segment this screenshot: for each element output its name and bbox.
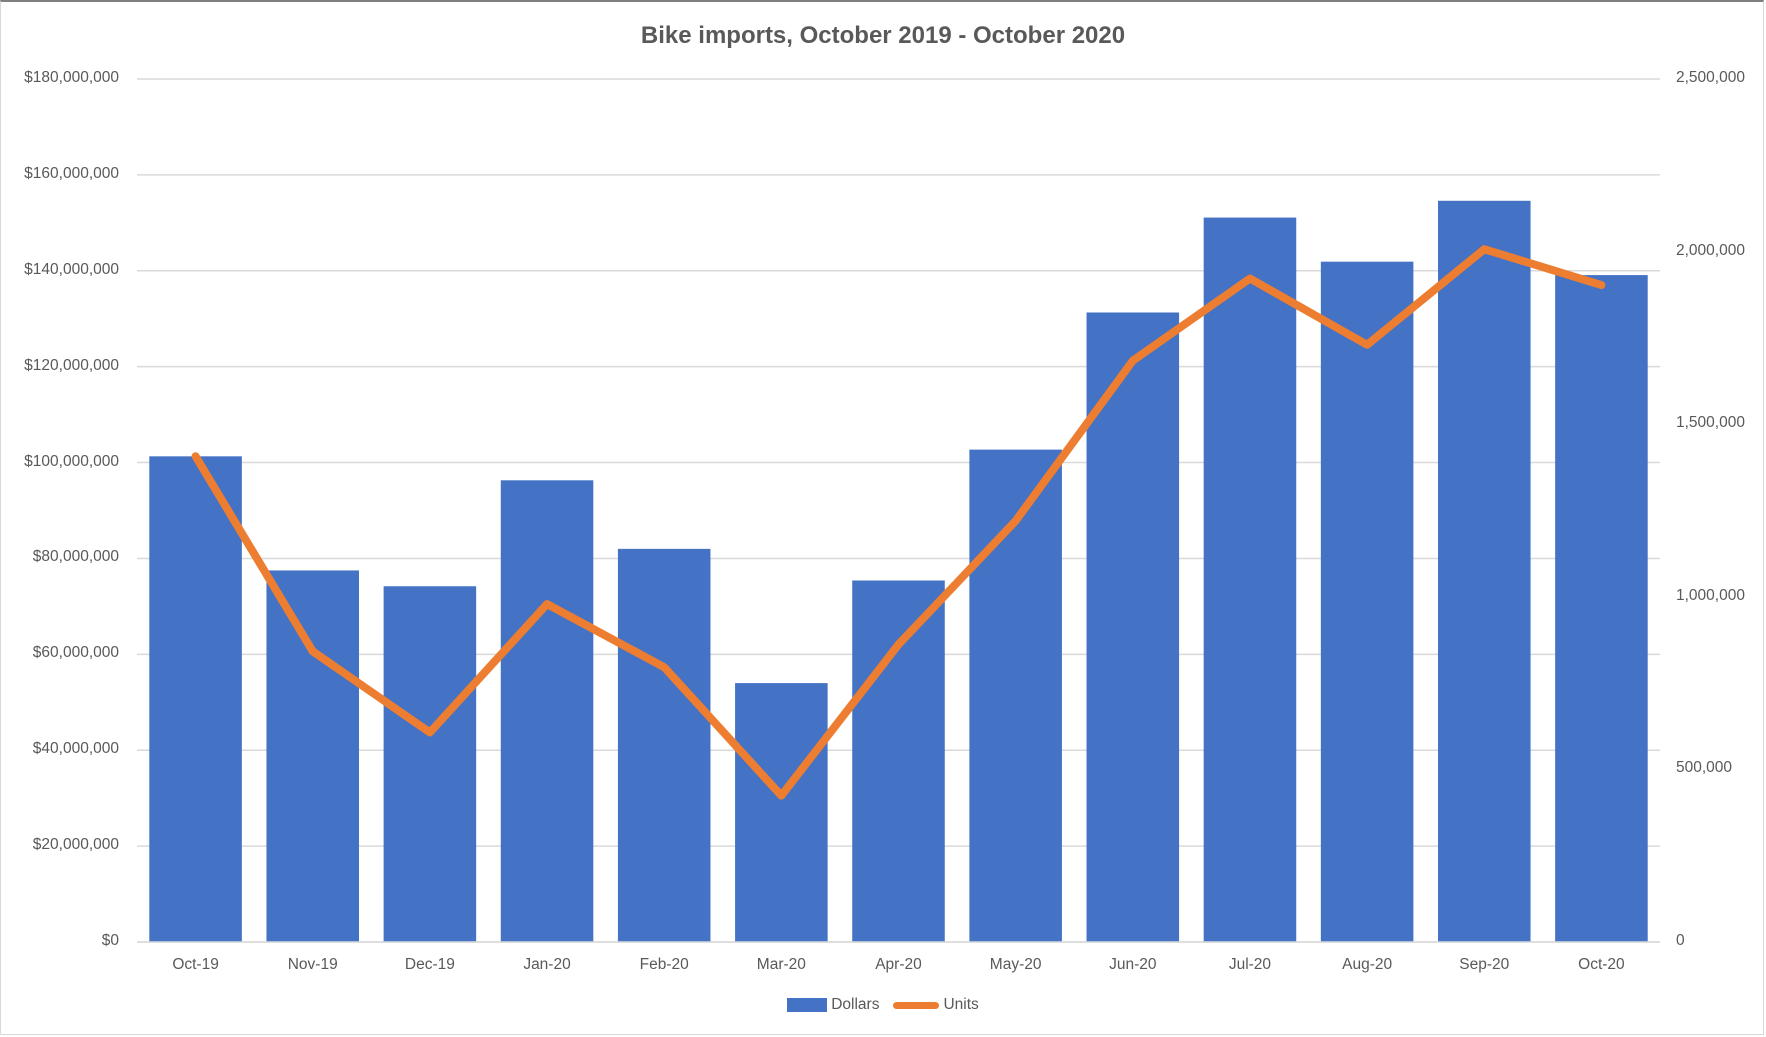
bar-dollars[interactable] (969, 449, 1062, 942)
left-axis-tick-label: $120,000,000 (24, 356, 119, 374)
bar-dollars[interactable] (1086, 312, 1180, 942)
x-axis-tick-label: Aug-20 (1342, 956, 1393, 973)
legend: Dollars Units (0, 996, 1766, 1014)
x-axis-tick-label: Dec-19 (404, 956, 455, 973)
right-axis-tick-label: 2,500,000 (1676, 69, 1745, 86)
left-axis-tick-label: $40,000,000 (32, 740, 119, 758)
units-swatch-icon (893, 1001, 940, 1009)
legend-label-units: Units (943, 996, 979, 1013)
x-axis-tick-label: Nov-19 (287, 956, 338, 973)
bar-dollars[interactable] (1555, 275, 1648, 942)
bar-dollars[interactable] (735, 683, 828, 942)
left-axis-tick-label: $0 (101, 932, 119, 949)
left-axis-tick-label: $140,000,000 (24, 260, 119, 278)
bar-dollars[interactable] (500, 480, 594, 942)
x-axis-tick-label: Jan-20 (523, 956, 571, 973)
bar-dollars[interactable] (1320, 261, 1414, 942)
right-axis-tick-label: 1,000,000 (1676, 586, 1745, 604)
right-axis-tick-label: 1,500,000 (1676, 414, 1745, 432)
bar-dollars[interactable] (266, 570, 360, 942)
left-axis-tick-label: $100,000,000 (24, 452, 119, 470)
bar-dollars[interactable] (1203, 217, 1297, 942)
bar-dollars[interactable] (852, 580, 945, 942)
x-axis-tick-label: Oct-20 (1578, 956, 1625, 973)
chart-title: Bike imports, October 2019 - October 202… (640, 22, 1126, 49)
x-axis-tick-label: Mar-20 (756, 956, 806, 973)
legend-label-dollars: Dollars (831, 996, 880, 1013)
bar-dollars[interactable] (383, 586, 477, 942)
right-axis-tick-label: 2,000,000 (1676, 241, 1745, 259)
x-axis-tick-label: Jun-20 (1109, 956, 1157, 973)
x-axis-tick-label: May-20 (989, 956, 1042, 973)
left-axis-tick-label: $180,000,000 (24, 69, 119, 86)
right-axis-tick-label: 0 (1676, 932, 1685, 949)
left-axis-tick-label: $20,000,000 (32, 836, 119, 854)
legend-item-dollars[interactable]: Dollars (787, 996, 879, 1014)
line-units[interactable] (191, 245, 1606, 800)
bar-dollars[interactable] (149, 456, 242, 942)
left-axis-tick-label: $60,000,000 (32, 644, 119, 662)
x-axis-tick-label: Apr-20 (875, 956, 922, 973)
x-axis-tick-label: Sep-20 (1459, 956, 1510, 973)
left-axis-tick-label: $80,000,000 (32, 548, 119, 566)
legend-item-units[interactable]: Units (893, 996, 979, 1014)
left-axis-tick-label: $160,000,000 (24, 164, 119, 182)
x-axis-tick-label: Jul-20 (1228, 956, 1272, 973)
bar-dollars[interactable] (617, 548, 711, 942)
x-axis-tick-label: Oct-19 (172, 956, 219, 973)
dollars-swatch-icon (787, 998, 828, 1012)
bar-dollars[interactable] (1437, 200, 1531, 943)
x-axis-tick-label: Feb-20 (639, 956, 689, 973)
right-axis-tick-label: 500,000 (1676, 759, 1733, 777)
